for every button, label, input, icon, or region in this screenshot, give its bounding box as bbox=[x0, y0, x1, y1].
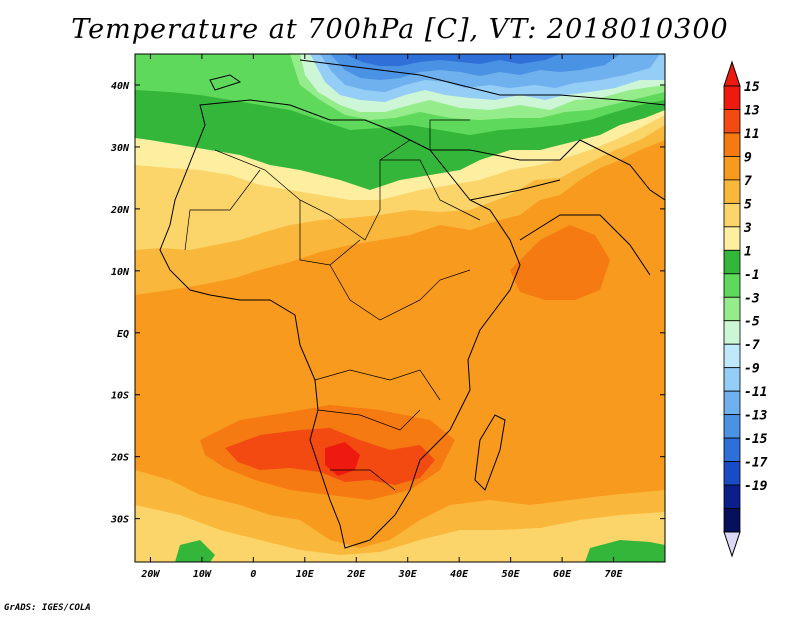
colorbar-label: -9 bbox=[744, 362, 760, 377]
colorbar-swatch bbox=[723, 461, 741, 486]
colorbar-swatch bbox=[723, 202, 741, 228]
colorbar-label: 13 bbox=[744, 103, 760, 118]
colorbar-swatch bbox=[723, 343, 741, 369]
field-band-south-pale bbox=[135, 505, 665, 562]
field-band-11-east bbox=[510, 225, 610, 300]
lat-tick-label: 20S bbox=[110, 453, 129, 464]
lon-tick-label: 10E bbox=[296, 569, 315, 580]
lon-tick-label: 50E bbox=[502, 569, 521, 580]
colorbar-swatch bbox=[723, 484, 741, 509]
plot-frame bbox=[134, 53, 666, 563]
colorbar-label: -15 bbox=[744, 432, 768, 447]
colorbar-label: 5 bbox=[744, 197, 752, 212]
colorbar-swatch bbox=[723, 296, 741, 322]
colorbar-label: -1 bbox=[744, 268, 760, 283]
colorbar-swatch bbox=[723, 109, 741, 134]
map-title: Temperature at 700hPa [C], VT: 201801030… bbox=[71, 14, 729, 45]
lon-tick-label: 40E bbox=[450, 569, 469, 580]
colorbar-label: 1 bbox=[744, 244, 752, 259]
colorbar-swatch bbox=[723, 414, 741, 439]
lon-tick-label: 70E bbox=[605, 569, 624, 580]
colorbar-label: 11 bbox=[744, 127, 760, 142]
lon-tick-label: 30E bbox=[398, 569, 418, 580]
colorbar-label: -7 bbox=[744, 338, 760, 353]
colorbar-swatch bbox=[723, 508, 741, 533]
lat-tick-label: EQ bbox=[117, 329, 129, 340]
colorbar: 15 13 11 9 7 5 3 1 -1 -3 -5 -7 -9 -11 -13 -15 -17 -19 bbox=[723, 60, 768, 558]
colorbar-label: -17 bbox=[744, 456, 768, 471]
lon-tick-label: 10W bbox=[193, 569, 212, 580]
field-band-15 bbox=[325, 442, 360, 476]
colorbar-swatch bbox=[723, 390, 741, 416]
colorbar-swatch bbox=[723, 85, 741, 110]
colorbar-swatch bbox=[723, 273, 741, 298]
colorbar-swatch bbox=[723, 156, 741, 181]
grads-credit: GrADS: IGES/COLA bbox=[4, 603, 91, 613]
coastlines bbox=[159, 59, 665, 549]
colorbar-swatch bbox=[723, 320, 741, 345]
colorbar-label: 7 bbox=[744, 174, 752, 189]
colorbar-swatch bbox=[723, 249, 741, 275]
lon-tick-label: 20W bbox=[140, 569, 160, 580]
colorbar-swatch bbox=[723, 132, 741, 157]
country-borders bbox=[184, 119, 481, 491]
colorbar-label: -3 bbox=[744, 291, 760, 306]
colorbar-label: -5 bbox=[744, 315, 760, 330]
colorbar-label: 3 bbox=[743, 221, 752, 236]
lon-tick-label: 0 bbox=[250, 569, 256, 580]
longitude-axis: 20W 10W 0 10E 20E 30E 40E 50E 60E 70E bbox=[140, 54, 624, 580]
field-band-m13 bbox=[345, 54, 560, 66]
colorbar-top-arrow bbox=[723, 60, 741, 87]
colorbar-label: -13 bbox=[744, 409, 768, 424]
lat-tick-label: 10N bbox=[111, 267, 130, 278]
colorbar-swatch bbox=[723, 437, 741, 462]
field-band-south-green bbox=[175, 540, 665, 562]
colorbar-label: -19 bbox=[744, 479, 768, 494]
lat-tick-label: 30S bbox=[110, 515, 129, 526]
lat-tick-label: 30N bbox=[110, 143, 130, 154]
colorbar-swatch bbox=[723, 367, 741, 392]
colorbar-label: 9 bbox=[744, 150, 752, 165]
lat-tick-label: 10S bbox=[111, 391, 129, 402]
lat-tick-label: 20N bbox=[110, 205, 130, 216]
colorbar-swatch bbox=[723, 179, 741, 204]
lat-tick-label: 40N bbox=[111, 81, 130, 92]
latitude-axis: 40N 30N 20N 10N EQ 10S 20S 30S bbox=[110, 81, 665, 526]
colorbar-bottom-arrow bbox=[723, 531, 741, 558]
colorbar-label: 15 bbox=[744, 80, 760, 95]
colorbar-swatch bbox=[723, 226, 741, 251]
lon-tick-label: 60E bbox=[553, 569, 572, 580]
temperature-map bbox=[135, 54, 665, 562]
lon-tick-label: 20E bbox=[346, 569, 366, 580]
colorbar-label: -11 bbox=[744, 385, 767, 400]
